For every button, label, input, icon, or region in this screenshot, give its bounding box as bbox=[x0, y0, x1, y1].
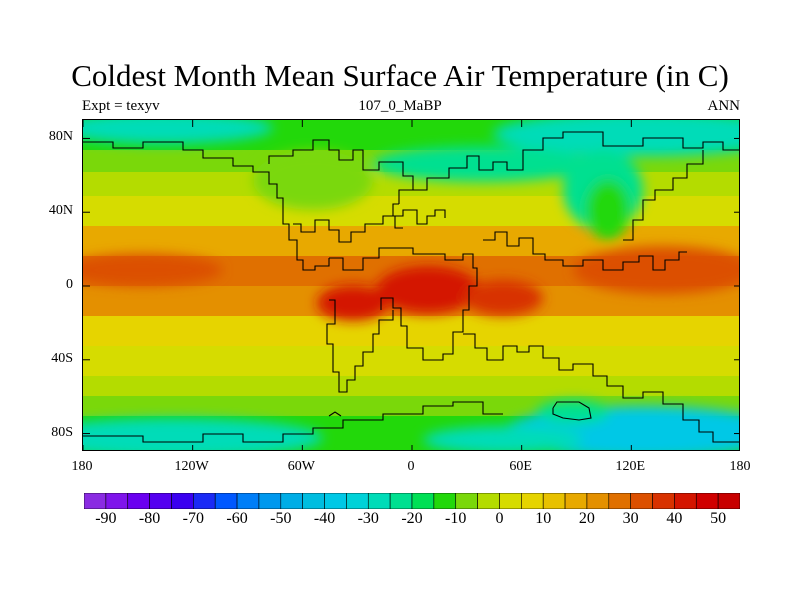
colorbar-box bbox=[324, 493, 347, 509]
axis-ticks bbox=[83, 120, 739, 450]
band-south-cool bbox=[83, 376, 739, 396]
lon-label: 180 bbox=[71, 459, 93, 474]
australia-cool bbox=[537, 400, 609, 424]
pacific-warm-west bbox=[83, 254, 223, 286]
colorbar-box bbox=[258, 493, 282, 509]
colorbar-box bbox=[455, 493, 478, 509]
colorbar-box bbox=[389, 493, 413, 509]
north-america-cool bbox=[253, 150, 373, 210]
lon-label: 60E bbox=[509, 459, 532, 474]
coastline-southern-continents bbox=[463, 333, 739, 443]
colorbar-box bbox=[127, 493, 150, 509]
colorbar bbox=[84, 493, 740, 509]
map-canvas bbox=[83, 120, 739, 450]
colorbar-box bbox=[586, 493, 610, 509]
colorbar-box bbox=[193, 493, 216, 509]
lon-label: 60W bbox=[287, 459, 315, 474]
north-asia-cold bbox=[373, 146, 593, 182]
colorbar-box bbox=[652, 493, 675, 509]
colorbar-box bbox=[695, 493, 719, 509]
colorbar-box bbox=[367, 493, 391, 509]
lon-label: 180 bbox=[729, 459, 751, 474]
colorbar-box bbox=[542, 493, 566, 509]
season-label: ANN bbox=[707, 98, 741, 114]
colorbar-label: -90 bbox=[95, 510, 117, 527]
colorbar-box bbox=[717, 493, 740, 509]
colorbar-label: 0 bbox=[495, 510, 504, 527]
colorbar-label: -40 bbox=[313, 510, 336, 527]
colorbar-box bbox=[171, 493, 194, 509]
regional-anomalies bbox=[83, 120, 739, 450]
plot-title: Coldest Month Mean Surface Air Temperatu… bbox=[71, 58, 729, 93]
lat-label: 40N bbox=[48, 203, 73, 219]
colorbar-label: -80 bbox=[138, 510, 161, 527]
experiment-label: Expt = texyv bbox=[82, 98, 160, 114]
coastline-greenland bbox=[268, 139, 414, 204]
antarctic-cold-center bbox=[423, 426, 583, 450]
temperature-map bbox=[82, 119, 740, 451]
coastline-north-america bbox=[83, 141, 330, 271]
lon-label: 120E bbox=[615, 459, 646, 474]
africa-hot-center bbox=[376, 266, 480, 314]
colorbar-box bbox=[236, 493, 260, 509]
coastlines bbox=[83, 131, 739, 443]
lon-label: 120W bbox=[174, 459, 209, 474]
colorbar-box bbox=[477, 493, 500, 509]
colorbar-box bbox=[280, 493, 303, 509]
coastline-australia bbox=[552, 401, 592, 421]
colorbar-box bbox=[630, 493, 653, 509]
coastline-africa bbox=[329, 247, 478, 361]
band-south-mild bbox=[83, 346, 739, 376]
colorbar-label: 40 bbox=[666, 510, 683, 527]
band-south-warm bbox=[83, 316, 739, 346]
lon-label: 0 bbox=[407, 459, 415, 474]
coastline-eurasia-north bbox=[413, 131, 739, 191]
colorbar-label: -30 bbox=[357, 510, 379, 527]
coastline-east-asia-north bbox=[623, 150, 704, 241]
colorbar-label: 50 bbox=[710, 510, 727, 527]
colorbar-label: 30 bbox=[622, 510, 639, 527]
colorbar-box bbox=[564, 493, 588, 509]
colorbar-box bbox=[608, 493, 631, 509]
coastline-antarctica bbox=[83, 401, 503, 443]
colorbar-label: 20 bbox=[578, 510, 595, 527]
coastline-island-small bbox=[328, 411, 342, 417]
east-asia-cold-core bbox=[586, 180, 630, 240]
lat-label: 40S bbox=[51, 350, 73, 366]
colorbar-label: 10 bbox=[535, 510, 552, 527]
colorbar-box bbox=[84, 493, 107, 509]
lat-label: 0 bbox=[66, 277, 73, 292]
africa-hot-east bbox=[463, 280, 543, 316]
arctic-cold-west bbox=[83, 120, 273, 144]
colorbar-box bbox=[346, 493, 369, 509]
colorbar-box bbox=[433, 493, 457, 509]
colorbar-box bbox=[499, 493, 522, 509]
colorbar-label: -50 bbox=[270, 510, 292, 527]
colorbar-label: -20 bbox=[401, 510, 423, 527]
colorbar-box bbox=[674, 493, 697, 509]
colorbar-label: -10 bbox=[445, 510, 467, 527]
colorbar-box bbox=[411, 493, 435, 509]
colorbar-box bbox=[302, 493, 325, 509]
lat-label: 80S bbox=[51, 424, 73, 440]
period-label: 107_0_MaBP bbox=[358, 98, 442, 114]
lat-label: 80N bbox=[48, 129, 73, 145]
colorbar-box bbox=[105, 493, 129, 509]
colorbar-label: -60 bbox=[226, 510, 248, 527]
arctic-cold-east bbox=[493, 120, 739, 156]
colorbar-label: -70 bbox=[182, 510, 204, 527]
coastline-india-east-asia bbox=[483, 231, 687, 271]
coastline-south-america bbox=[326, 299, 394, 393]
colorbar-box bbox=[214, 493, 238, 509]
coastline-iberia-mediterranean bbox=[293, 215, 403, 243]
colorbar-box bbox=[149, 493, 172, 509]
colorbar-box bbox=[521, 493, 544, 509]
